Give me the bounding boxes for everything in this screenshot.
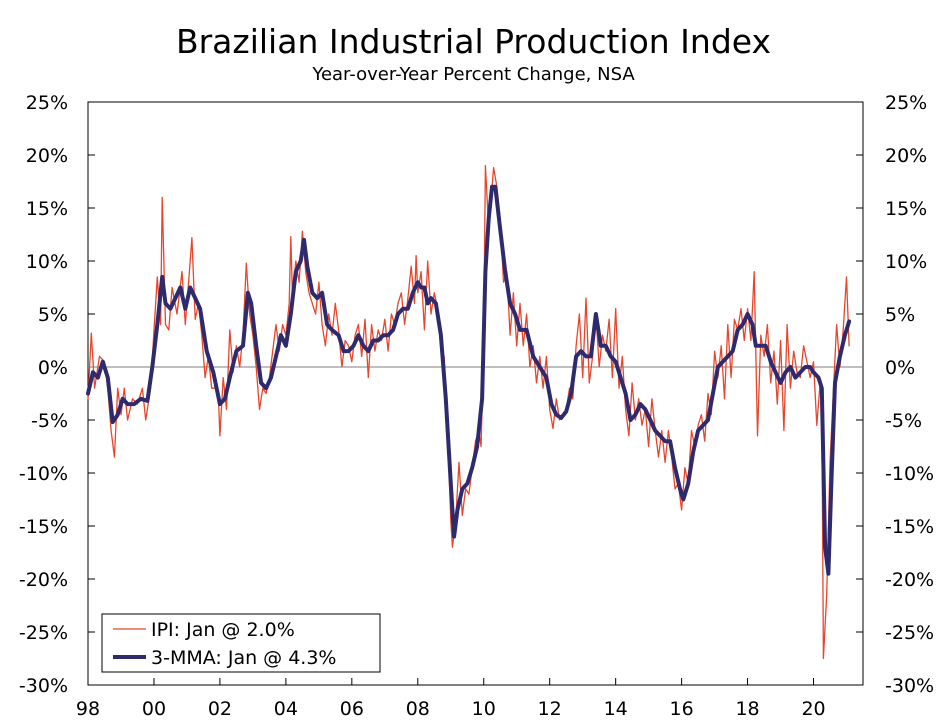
x-tick-label: 04 [274,698,298,720]
chart-subtitle: Year-over-Year Percent Change, NSA [312,64,635,85]
y-tick-label-right: -5% [885,410,922,432]
y-tick-label-left: 20% [26,145,68,167]
x-tick-label: 16 [670,698,694,720]
y-tick-label-right: -15% [885,516,934,538]
y-tick-label-left: 10% [26,251,68,273]
legend-label-ipi: IPI: Jan @ 2.0% [151,619,295,641]
y-tick-label-right: 0% [885,357,915,379]
x-tick-label: 18 [735,698,759,720]
x-tick-label: 02 [208,698,232,720]
y-tick-label-right: -20% [885,569,934,591]
y-tick-label-right: 20% [885,145,927,167]
chart-title: Brazilian Industrial Production Index [175,22,772,61]
y-tick-label-left: -5% [31,410,68,432]
x-tick-label: 08 [406,698,430,720]
y-tick-label-right: 15% [885,198,927,220]
x-tick-label: 10 [472,698,496,720]
y-tick-label-left: -25% [19,622,68,644]
x-tick-label: 14 [604,698,628,720]
x-tick-label: 20 [801,698,825,720]
y-tick-label-left: -20% [19,569,68,591]
y-tick-label-right: -10% [885,463,934,485]
y-tick-label-left: 25% [26,92,68,114]
x-tick-label: 12 [538,698,562,720]
y-tick-label-left: -15% [19,516,68,538]
legend-box [101,613,381,673]
x-tick-label: 00 [142,698,166,720]
y-tick-label-left: 15% [26,198,68,220]
y-tick-label-right: 10% [885,251,927,273]
ipi-series-line [87,164,850,660]
x-tick-label: 98 [76,698,100,720]
y-tick-label-left: -10% [19,463,68,485]
legend-label-mma: 3-MMA: Jan @ 4.3% [151,647,336,669]
y-tick-label-left: 0% [38,357,68,379]
y-tick-label-right: 5% [885,304,915,326]
mma-series-line [86,184,852,576]
y-tick-label-right: -25% [885,622,934,644]
y-tick-label-left: -30% [19,675,68,697]
plot-frame [87,101,864,686]
legend: IPI: Jan @ 2.0% 3-MMA: Jan @ 4.3% [101,613,381,673]
x-tick-label: 06 [340,698,364,720]
y-tick-label-right: 25% [885,92,927,114]
y-tick-label-left: 5% [38,304,68,326]
y-tick-label-right: -30% [885,675,934,697]
